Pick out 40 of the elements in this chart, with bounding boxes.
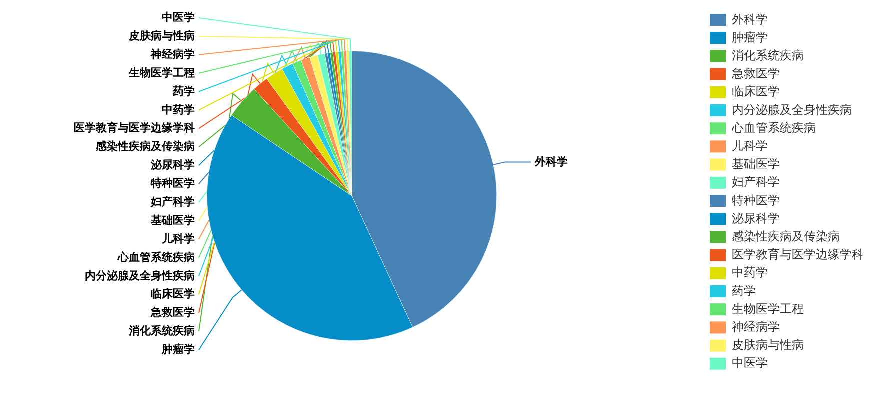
- slice-label: 临床医学: [151, 288, 195, 301]
- slice-label: 医学教育与医学边缘学科: [74, 122, 195, 135]
- legend-label: 消化系统疾病: [732, 48, 804, 63]
- slice-label: 感染性疾病及传染病: [95, 140, 195, 154]
- legend-label: 基础医学: [732, 157, 780, 172]
- legend-label: 肿瘤学: [732, 30, 768, 44]
- slice-label: 神经病学: [150, 48, 195, 61]
- legend-label: 感染性疾病及传染病: [732, 230, 840, 244]
- slice-label: 药学: [172, 84, 195, 98]
- slice-label: 消化系统疾病: [128, 324, 195, 338]
- legend-label: 急救医学: [731, 66, 780, 81]
- legend-label: 外科学: [732, 12, 768, 26]
- slice-label: 中医学: [162, 11, 195, 24]
- legend-label: 生物医学工程: [732, 302, 804, 316]
- legend-label: 心血管系统疾病: [731, 120, 816, 135]
- legend-label: 神经病学: [732, 320, 780, 334]
- slice-label: 儿科学: [161, 232, 195, 246]
- legend-label: 皮肤病与性病: [732, 338, 804, 352]
- slice-label: 心血管系统疾病: [117, 250, 195, 264]
- legend-label: 内分泌腺及全身性疾病: [732, 102, 852, 117]
- legend-label: 泌尿科学: [732, 211, 780, 226]
- slice-label: 外科学: [534, 155, 568, 168]
- legend-label: 中医学: [732, 356, 768, 370]
- legend-label: 医学教育与医学边缘学科: [732, 248, 864, 262]
- legend-label: 儿科学: [732, 139, 768, 154]
- slice-label: 泌尿科学: [150, 158, 195, 172]
- slice-label: 基础医学: [150, 214, 195, 227]
- legend-label: 药学: [732, 284, 756, 298]
- slice-label: 中药学: [162, 103, 195, 116]
- slice-label: 妇产科学: [150, 195, 195, 208]
- slice-label: 内分泌腺及全身性疾病: [85, 269, 195, 282]
- slice-label: 特种医学: [150, 177, 195, 190]
- legend-label: 临床医学: [732, 84, 780, 99]
- legend-label: 特种医学: [732, 193, 780, 208]
- slice-label: 皮肤病与性病: [128, 29, 195, 42]
- slice-label: 生物医学工程: [128, 66, 195, 80]
- slice-label: 急救医学: [150, 306, 195, 320]
- slice-label: 肿瘤学: [161, 343, 195, 356]
- legend-label: 中药学: [732, 266, 768, 280]
- legend-label: 妇产科学: [732, 175, 780, 190]
